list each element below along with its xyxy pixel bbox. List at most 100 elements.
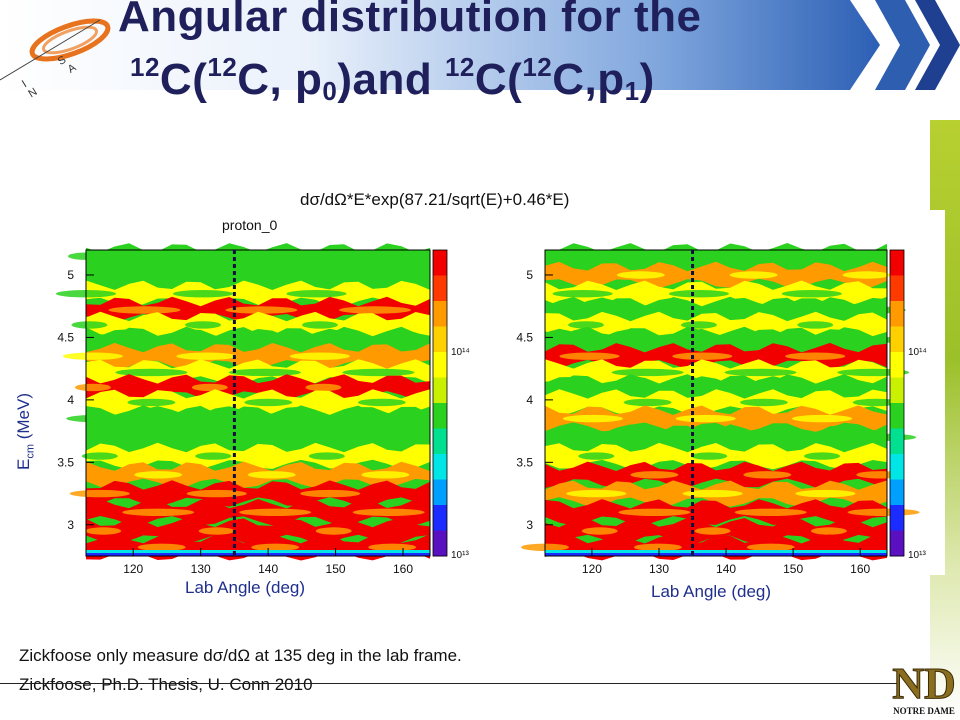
heatmap-blob bbox=[308, 452, 345, 460]
x-tick-label: 120 bbox=[123, 562, 143, 576]
heatmap-blob bbox=[296, 414, 357, 423]
heatmap-blob bbox=[354, 336, 403, 344]
heatmap-band bbox=[545, 461, 887, 489]
heatmap-blob bbox=[687, 383, 724, 392]
heatmap-blob bbox=[239, 508, 312, 516]
heatmap-blob bbox=[672, 352, 733, 360]
colorbar-segment bbox=[890, 275, 904, 302]
heatmap-blob bbox=[781, 290, 842, 298]
heatmap-blob bbox=[552, 290, 613, 298]
heatmap-blob bbox=[115, 368, 188, 377]
heatmap-proton0: 120 130 140 150 160 3 3.5 4 4.5 5 10¹⁴ 10¹³ bbox=[56, 243, 470, 576]
heatmap-blob bbox=[623, 398, 672, 407]
heatmap-blob bbox=[251, 543, 300, 551]
heatmap-blob bbox=[734, 508, 807, 516]
colorbar-segment bbox=[890, 530, 904, 557]
x-tick-label: 140 bbox=[258, 562, 278, 576]
colorbar-segment bbox=[890, 352, 904, 378]
heatmap-blob bbox=[564, 252, 601, 260]
heatmap-blob bbox=[295, 252, 331, 260]
heatmap-band bbox=[86, 342, 430, 370]
x-tick-label: 130 bbox=[649, 562, 669, 576]
colorbar-segment bbox=[433, 377, 447, 404]
heatmap-blob bbox=[849, 336, 898, 344]
heatmap-blob bbox=[675, 414, 736, 423]
x-tick-label: 150 bbox=[326, 562, 346, 576]
colorbar-tick-label: 10¹³ bbox=[451, 550, 469, 561]
colorbar-segment bbox=[890, 326, 904, 353]
note-line-1: Zickfoose only measure dσ/dΩ at 135 deg … bbox=[19, 646, 462, 665]
heatmap-blob bbox=[286, 290, 347, 298]
heatmap-blob bbox=[733, 336, 781, 344]
heatmap-blob bbox=[620, 336, 669, 344]
heatmap-blob bbox=[228, 368, 301, 377]
y-tick-label: 3 bbox=[526, 518, 533, 532]
heatmap-blob bbox=[680, 321, 717, 329]
banner-chevron-2 bbox=[915, 0, 960, 90]
heatmap-blob bbox=[847, 508, 920, 516]
heatmap-band bbox=[86, 374, 430, 401]
heatmap-blob bbox=[746, 543, 795, 551]
heatmap-blob bbox=[247, 471, 296, 479]
heatmap-blob bbox=[568, 321, 604, 329]
heatmap-blob bbox=[668, 290, 729, 298]
heatmap-blob bbox=[134, 471, 183, 479]
panel-title-proton0: proton_0 bbox=[222, 217, 278, 233]
heatmap-blob bbox=[315, 527, 352, 535]
heatmap-blob bbox=[682, 489, 743, 498]
colorbar-segment bbox=[433, 530, 447, 557]
heatmap-blob bbox=[842, 271, 891, 279]
heatmap-blob bbox=[611, 368, 684, 377]
heatmap-blob bbox=[795, 489, 856, 498]
footer-rule bbox=[0, 683, 900, 684]
colorbar-segment bbox=[433, 428, 447, 455]
heatmap-blob bbox=[724, 368, 797, 377]
heatmap-blob bbox=[797, 321, 834, 329]
colorbar-segment bbox=[433, 505, 447, 531]
colorbar-segment bbox=[433, 301, 447, 327]
heatmap-blob bbox=[181, 252, 218, 260]
heatmap-blob bbox=[694, 527, 731, 535]
heatmap-blob bbox=[581, 527, 618, 535]
heatmap-blob bbox=[792, 414, 852, 423]
notre-dame-logo: ND NOTRE DAME bbox=[892, 659, 957, 717]
x-tick-label: 120 bbox=[582, 562, 602, 576]
heatmap-blob bbox=[361, 471, 410, 479]
heatmap-band bbox=[545, 326, 887, 354]
y-tick-label: 3.5 bbox=[57, 455, 74, 469]
heatmap-blob bbox=[633, 543, 682, 551]
heatmap-band bbox=[86, 442, 430, 470]
heatmap-blob bbox=[301, 321, 338, 329]
heatmap-blob bbox=[616, 271, 665, 279]
heatmap-blob bbox=[85, 527, 122, 535]
heatmap-blob bbox=[198, 527, 235, 535]
heatmap-blob bbox=[721, 306, 793, 314]
heatmap-blob bbox=[339, 306, 411, 314]
x-tick-label: 130 bbox=[191, 562, 211, 576]
header-banner bbox=[0, 0, 960, 90]
heatmap-blob bbox=[833, 306, 906, 314]
banner-arrow-main bbox=[0, 0, 880, 90]
heatmap-blob bbox=[186, 489, 247, 498]
colorbar-segment bbox=[890, 479, 904, 506]
heatmap-band bbox=[545, 424, 887, 451]
heatmap-blob bbox=[559, 352, 620, 360]
colorbar-segment bbox=[433, 479, 447, 506]
heatmap-band bbox=[86, 280, 430, 307]
y-tick-label: 4.5 bbox=[516, 330, 533, 344]
heatmap-blob bbox=[122, 508, 195, 516]
heatmap-blob bbox=[810, 527, 847, 535]
heatmap-blob bbox=[729, 271, 778, 279]
isna-logo bbox=[0, 18, 111, 81]
y-tick-label: 5 bbox=[526, 268, 533, 282]
y-tick-label: 3 bbox=[67, 518, 74, 532]
heatmap-blob bbox=[630, 471, 679, 479]
heatmap-blob bbox=[743, 471, 792, 479]
heatmap-blob bbox=[800, 383, 837, 392]
heatmap-proton1: 120 130 140 150 160 3 3.5 4 4.5 5 10¹⁴ 10¹³ bbox=[516, 243, 927, 576]
heatmap-frame bbox=[85, 249, 431, 557]
heatmap-blob bbox=[739, 398, 788, 407]
heatmap-blob bbox=[566, 489, 627, 498]
colorbar-segment bbox=[890, 301, 904, 327]
